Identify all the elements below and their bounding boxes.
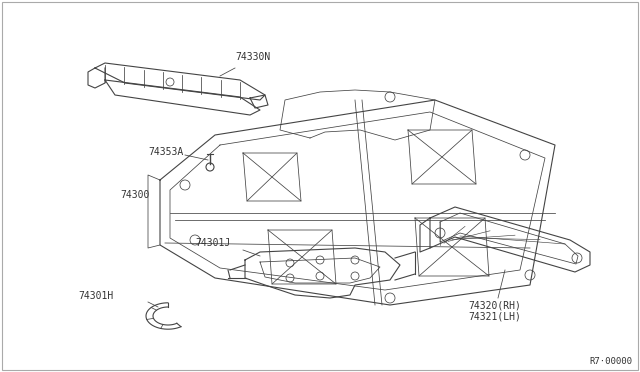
Text: 74301H: 74301H xyxy=(78,291,113,301)
Text: 74301J: 74301J xyxy=(195,238,230,248)
Text: 74330N: 74330N xyxy=(235,52,270,62)
Text: 74353A: 74353A xyxy=(148,147,183,157)
Text: 74300: 74300 xyxy=(120,190,149,200)
Text: R7·00000: R7·00000 xyxy=(589,357,632,366)
Text: 74320(RH)
74321(LH): 74320(RH) 74321(LH) xyxy=(468,300,521,322)
